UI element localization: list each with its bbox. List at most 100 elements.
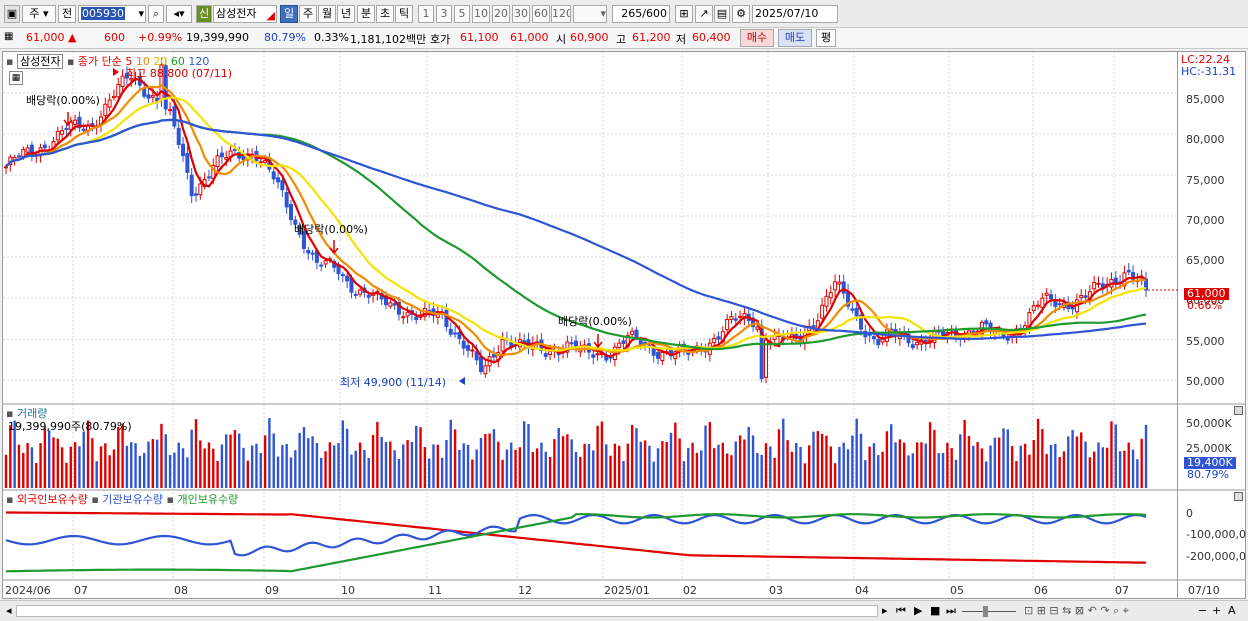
- play-icon[interactable]: ▶: [914, 604, 923, 617]
- x-tick: 06: [1034, 584, 1048, 597]
- tab-minute[interactable]: 분: [357, 5, 375, 23]
- prev-button[interactable]: 전: [58, 5, 76, 23]
- interval-60[interactable]: 60: [532, 5, 550, 23]
- stock-code-input[interactable]: 005930 ▾: [78, 5, 146, 23]
- interval-3[interactable]: 3: [436, 5, 452, 23]
- tab-second[interactable]: 초: [376, 5, 394, 23]
- window-icon[interactable]: ▣: [4, 5, 20, 23]
- volume-bar: [9, 425, 12, 488]
- zoom-out-icon[interactable]: −: [1198, 604, 1208, 617]
- candle-body: [55, 130, 60, 141]
- holding-panel-title[interactable]: ▪ 외국인보유수량 ▪ 기관보유수량 ▪ 개인보유수량: [6, 493, 239, 506]
- volume-bar: [1049, 444, 1053, 488]
- interval-5[interactable]: 5: [454, 5, 470, 23]
- tab-tick[interactable]: 틱: [395, 5, 413, 23]
- volume-bar: [462, 443, 465, 488]
- tab-year[interactable]: 년: [337, 5, 355, 23]
- tab-day[interactable]: 일: [280, 5, 298, 23]
- volume-bar: [164, 434, 167, 488]
- buy-button[interactable]: 매수: [740, 29, 774, 47]
- candle-body: [565, 341, 570, 353]
- calendar-icon[interactable]: ▦: [9, 71, 23, 85]
- candle-body: [345, 275, 350, 282]
- candle-body: [340, 274, 345, 277]
- save-icon[interactable]: ▤: [714, 5, 730, 23]
- interval-120[interactable]: 120: [551, 5, 571, 23]
- volume-bar: [738, 435, 742, 488]
- volume-bar: [959, 434, 962, 488]
- volume-bar: [445, 439, 448, 488]
- tab-month[interactable]: 월: [318, 5, 336, 23]
- chart-tools-icons[interactable]: ⊡ ⊞ ⊟ ⇆ ⊠ ↶ ↷ ⌕ ⌖: [1024, 604, 1129, 617]
- draw-icon[interactable]: ↗: [695, 5, 713, 23]
- volume-panel-title[interactable]: ▪ 거래량: [6, 407, 48, 420]
- candle-body: [751, 317, 756, 328]
- search-icon[interactable]: ⌕: [148, 5, 164, 23]
- candle-body: [461, 340, 466, 349]
- volume-bar: [950, 448, 953, 488]
- interval-20[interactable]: 20: [492, 5, 510, 23]
- x-tick: 08: [174, 584, 188, 597]
- volume-bar: [307, 438, 310, 488]
- candle-body: [353, 293, 358, 296]
- volume-bar: [294, 450, 297, 488]
- rewind-icon[interactable]: ⏮: [896, 604, 906, 617]
- holding-panel-close-icon[interactable]: [1234, 492, 1243, 501]
- sell-button[interactable]: 매도: [778, 29, 812, 47]
- eval-button[interactable]: 평: [816, 29, 836, 47]
- date-input[interactable]: 2025/07/10: [752, 5, 838, 23]
- volume-bar: [371, 434, 375, 488]
- period-dropdown[interactable]: 주 ▾: [22, 5, 56, 23]
- volume-bar: [613, 443, 617, 488]
- zoom-in-icon[interactable]: +: [1212, 604, 1222, 617]
- ma-120-label: 120: [188, 55, 210, 68]
- price-panel-title[interactable]: ▪ 삼성전자 ▪ 종가 단순 5 10 20 60 120: [6, 54, 210, 69]
- candle-body: [474, 351, 479, 361]
- volume-bar: [225, 434, 228, 488]
- speaker-icon[interactable]: ◂▾: [166, 5, 192, 23]
- volume-bar: [535, 448, 539, 488]
- volume-bar: [790, 451, 794, 488]
- chart-scrollbar[interactable]: ◂ ▸ ⏮ ▶ ■ ⏭ ⊡ ⊞ ⊟ ⇆ ⊠ ↶ ↷ ⌕ ⌖ − + A: [0, 600, 1248, 621]
- interval-10[interactable]: 10: [472, 5, 490, 23]
- volume-bar: [69, 446, 72, 488]
- text-size-icon[interactable]: A: [1228, 604, 1236, 617]
- stock-name-field[interactable]: 삼성전자 ◢: [213, 5, 277, 23]
- interval-1[interactable]: 1: [418, 5, 434, 23]
- gear-icon[interactable]: ⚙: [732, 5, 750, 23]
- volume-panel-close-icon[interactable]: [1234, 406, 1243, 415]
- interval-dropdown[interactable]: ▾: [573, 5, 607, 23]
- candle-body: [284, 191, 289, 208]
- scroll-right-icon[interactable]: ▸: [882, 604, 888, 617]
- volume-bar: [285, 444, 288, 488]
- candle-body: [185, 153, 190, 173]
- tab-week[interactable]: 주: [299, 5, 317, 23]
- volume-bar: [967, 436, 971, 488]
- ma-20-line: [5, 96, 1147, 352]
- volume-bar: [354, 450, 357, 488]
- candle-body: [1040, 297, 1045, 309]
- stop-icon[interactable]: ■: [930, 604, 941, 617]
- count-input[interactable]: 265/600: [612, 5, 670, 23]
- volume-bar: [138, 455, 142, 488]
- scroll-track[interactable]: [16, 605, 878, 617]
- zoom-slider-handle[interactable]: [983, 606, 988, 617]
- forward-icon[interactable]: ⏭: [946, 604, 956, 617]
- x-tick: 10: [341, 584, 355, 597]
- zoom-slider[interactable]: [962, 611, 1016, 612]
- volume-bar: [250, 445, 254, 488]
- volume-bar: [419, 427, 422, 488]
- volume-bar: [402, 444, 405, 488]
- volume-bar: [492, 429, 496, 488]
- dividend-marker-arrow: [63, 112, 73, 127]
- interval-30[interactable]: 30: [512, 5, 530, 23]
- new-badge[interactable]: 신: [196, 5, 212, 23]
- volume-bar: [842, 442, 845, 488]
- volume-bar: [1075, 436, 1079, 488]
- volume-bar: [181, 448, 185, 488]
- volume-pct-tag: 80.79%: [1187, 468, 1229, 481]
- scroll-left-icon[interactable]: ◂: [6, 604, 12, 617]
- volume-bar: [173, 452, 176, 488]
- volume-bar: [112, 449, 116, 488]
- tools-icon[interactable]: ⊞: [675, 5, 693, 23]
